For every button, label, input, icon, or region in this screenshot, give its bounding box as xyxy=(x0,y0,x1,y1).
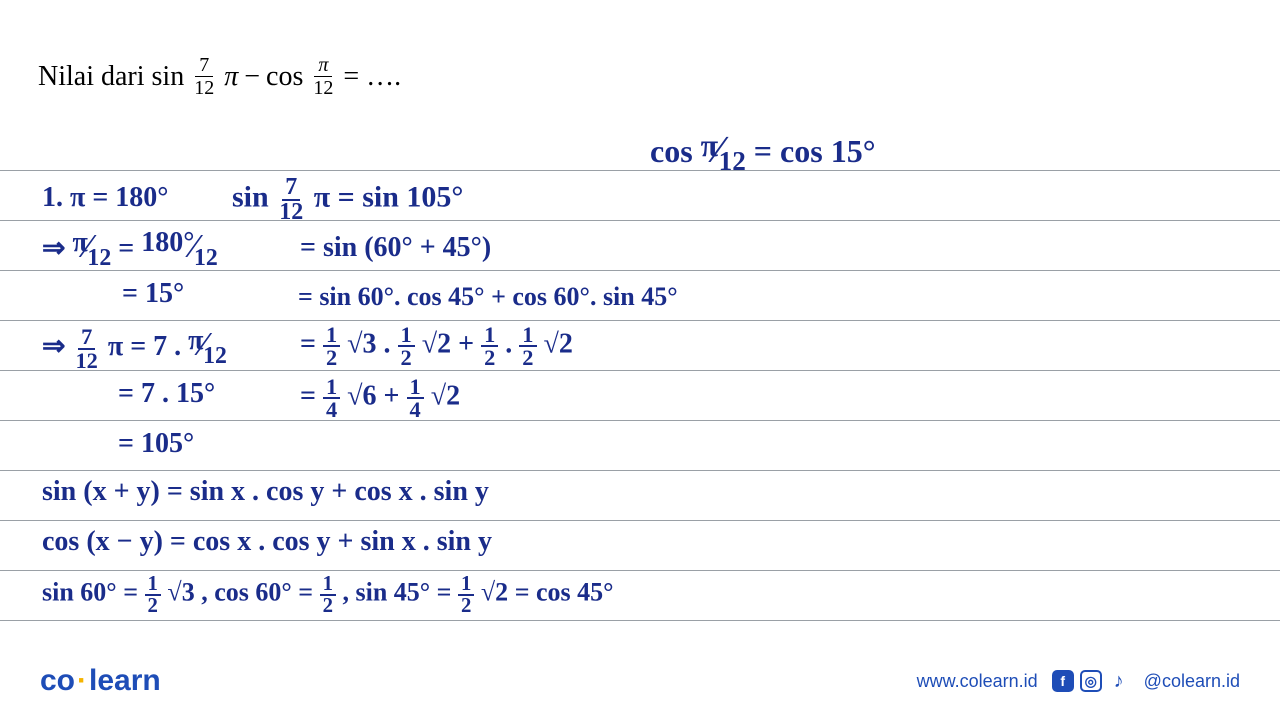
hw-eq-105: = 105° xyxy=(118,428,194,460)
diag-pi-12-b: π∕12 xyxy=(72,228,111,266)
footer: co·learn www.colearn.id f ◎ ♪ @colearn.i… xyxy=(0,664,1280,698)
logo: co·learn xyxy=(40,664,161,698)
logo-learn: learn xyxy=(89,664,161,697)
diag-pi-12-c: π∕12 xyxy=(188,326,227,364)
instagram-icon: ◎ xyxy=(1080,670,1102,692)
diag-pi-12: π∕12 xyxy=(701,128,746,172)
social-icons: f ◎ ♪ xyxy=(1052,670,1130,692)
hw-expand-sin: = sin 60°. cos 45° + cos 60°. sin 45° xyxy=(298,282,678,312)
hw-pi-180: 1. π = 180° xyxy=(42,182,169,214)
footer-right: www.colearn.id f ◎ ♪ @colearn.id xyxy=(917,670,1240,692)
hw-sin-7-12pi: sin 712 π = sin 105° xyxy=(232,176,463,224)
tiktok-icon: ♪ xyxy=(1108,670,1130,692)
hw-eq-15: = 15° xyxy=(122,278,184,310)
facebook-icon: f xyxy=(1052,670,1074,692)
fraction-7-12: 7 12 xyxy=(190,55,218,98)
hw-identity-cos: cos (x − y) = cos x . cos y + sin x . si… xyxy=(42,526,492,558)
fraction-pi-12: π 12 xyxy=(309,55,337,98)
hw-7-12pi-calc: ⇒ 712 π = 7 . π∕12 xyxy=(42,326,227,371)
hw-quarter-roots: = 14 √6 + 14 √2 xyxy=(300,376,460,421)
diag-180-12: 180°∕12 xyxy=(141,228,218,266)
hw-identity-sin: sin (x + y) = sin x . cos y + cos x . si… xyxy=(42,476,489,508)
problem-lead: Nilai dari sin xyxy=(38,61,184,93)
hw-7-15: = 7 . 15° xyxy=(118,378,215,410)
pi-symbol: π xyxy=(224,61,238,93)
problem-tail: = …. xyxy=(343,61,401,93)
logo-co: co xyxy=(40,664,75,697)
hw-half-root-line1: = 12 √3 . 12 √2 + 12 . 12 √2 xyxy=(300,324,573,369)
hw-cos-pi12: cos π∕12 = cos 15° xyxy=(650,128,875,172)
problem-statement: Nilai dari sin 7 12 π − cos π 12 = …. xyxy=(38,55,401,98)
logo-dot: · xyxy=(77,664,87,697)
hw-pi12-eq: ⇒ π∕12 = 180°∕12 xyxy=(42,228,218,266)
hw-sin-60-45: = sin (60° + 45°) xyxy=(300,232,491,264)
hfrac-7-12: 712 xyxy=(276,176,306,224)
footer-url: www.colearn.id xyxy=(917,671,1038,692)
footer-handle: @colearn.id xyxy=(1144,671,1240,692)
cos-text: cos xyxy=(266,61,303,93)
hfrac-7-12-b: 712 xyxy=(72,326,100,371)
hw-values-line: sin 60° = 12 √3 , cos 60° = 12 , sin 45°… xyxy=(42,574,614,616)
minus-sign: − xyxy=(244,61,260,93)
